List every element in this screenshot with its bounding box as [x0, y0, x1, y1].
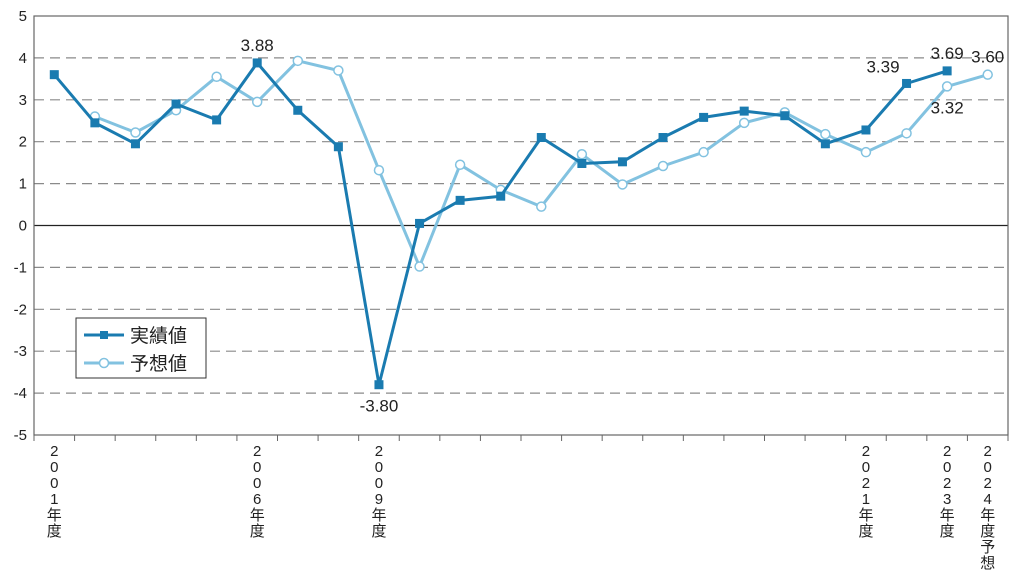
actual-point — [333, 142, 343, 152]
y-tick-label: 4 — [19, 50, 27, 67]
y-tick-label: 3 — [19, 92, 27, 109]
y-tick-label: 5 — [19, 8, 27, 25]
x-tick-label: 2 0 2 4 年度予想 — [980, 443, 995, 572]
forecast-point — [251, 96, 263, 108]
forecast-point — [657, 160, 669, 172]
actual-point — [49, 70, 59, 80]
data-label: 3.60 — [971, 48, 1004, 67]
label-layer: 3.88 -3.80 3.39 3.69 3.32 3.60 — [241, 36, 1005, 416]
actual-point — [942, 66, 952, 76]
actual-point — [577, 158, 587, 168]
forecast-point — [820, 128, 831, 140]
actual-point — [374, 380, 384, 390]
actual-point — [415, 218, 425, 228]
series-line-forecast — [94, 59, 989, 269]
actual-point — [536, 133, 546, 143]
legend: 実績値 予想値 — [75, 317, 207, 379]
legend-marker-forecast — [98, 357, 110, 369]
forecast-point — [982, 69, 993, 80]
actual-point — [780, 111, 790, 121]
actual-point — [739, 106, 749, 116]
forecast-point — [860, 146, 872, 158]
actual-point — [90, 118, 100, 128]
legend-label-forecast: 予想値 — [130, 353, 187, 375]
forecast-point — [536, 201, 547, 212]
actual-point — [699, 112, 709, 122]
axis-layer: 5 4 3 2 1 0 -1 -2 -3 -4 -5 2 0 0 1 年度 2 0 0 6 年度 2 0 0 9 年度 2 0 2 1 年度… — [14, 8, 1009, 572]
data-label: 3.39 — [866, 57, 899, 76]
forecast-point — [333, 65, 344, 76]
actual-point — [455, 195, 465, 205]
actual-point — [171, 99, 181, 109]
y-tick-label: -4 — [14, 385, 27, 402]
legend-label-actual: 実績値 — [130, 325, 187, 347]
forecast-point — [617, 179, 628, 190]
x-tick-label: 2 0 2 1 年度 — [858, 443, 873, 540]
forecast-point — [901, 128, 912, 139]
x-tick-label: 2 0 0 9 年度 — [371, 443, 386, 540]
y-tick-label: 0 — [19, 218, 27, 235]
forecast-point — [130, 127, 141, 138]
y-tick-label: -1 — [14, 259, 27, 276]
forecast-point — [373, 164, 385, 176]
actual-point — [212, 115, 222, 125]
x-tick-label: 2 0 0 6 年度 — [250, 443, 265, 540]
actual-point — [252, 58, 262, 68]
actual-point — [130, 139, 140, 149]
actual-point — [293, 105, 303, 115]
data-label: -3.80 — [360, 397, 399, 416]
x-tick-label: 2 0 0 1 年度 — [47, 443, 62, 540]
legend-box — [75, 317, 207, 379]
actual-point — [617, 157, 627, 167]
forecast-point — [211, 71, 222, 83]
forecast-point — [738, 117, 750, 129]
forecast-point — [414, 261, 425, 272]
actual-point — [496, 191, 506, 201]
forecast-point — [698, 146, 709, 158]
forecast-point — [454, 159, 466, 170]
x-tick-label: 2 0 2 3 年度 — [940, 443, 955, 540]
actual-point — [820, 139, 830, 149]
forecast-point — [576, 149, 588, 160]
data-label: 3.32 — [931, 98, 964, 117]
actual-point — [861, 125, 871, 135]
y-tick-label: 1 — [19, 176, 27, 193]
forecast-point — [292, 55, 304, 67]
series-layer — [49, 55, 993, 390]
data-label: 3.88 — [241, 36, 274, 55]
forecast-point — [941, 81, 953, 92]
y-tick-label: -3 — [14, 343, 27, 360]
y-tick-label: -5 — [14, 427, 27, 444]
data-label: 3.69 — [931, 44, 964, 63]
actual-point — [902, 78, 912, 88]
y-tick-label: 2 — [19, 134, 27, 151]
legend-marker-actual — [100, 331, 108, 339]
y-tick-label: -2 — [14, 301, 27, 318]
actual-point — [658, 133, 668, 143]
